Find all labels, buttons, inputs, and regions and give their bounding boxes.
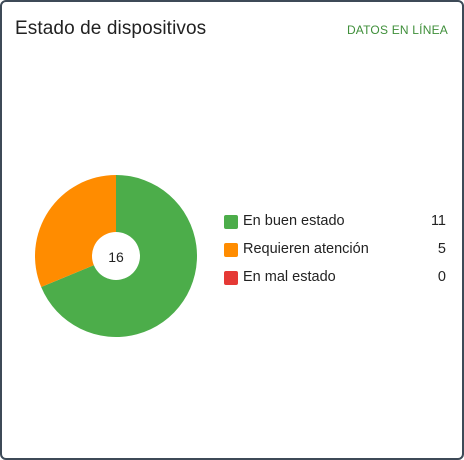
legend-value-good: 11	[430, 213, 446, 229]
legend-swatch-attention	[224, 243, 238, 257]
donut-center-total: 16	[108, 249, 124, 265]
legend-value-attention: 5	[437, 241, 446, 257]
legend-item-attention[interactable]: Requieren atención 5	[224, 241, 446, 269]
donut-hole	[92, 232, 140, 280]
live-data-label: DATOS EN LÍNEA	[346, 23, 448, 37]
legend-label-bad: En mal estado	[243, 269, 336, 285]
legend-swatch-good	[224, 215, 238, 229]
legend-label-attention: Requieren atención	[243, 241, 369, 257]
legend-swatch-bad	[224, 271, 238, 285]
legend-item-good[interactable]: En buen estado 11	[224, 213, 446, 241]
legend-value-bad: 0	[437, 269, 446, 285]
legend-item-bad[interactable]: En mal estado 0	[224, 269, 446, 297]
legend-label-good: En buen estado	[243, 213, 345, 229]
chart-legend: En buen estado 11 Requieren atención 5 E…	[224, 213, 446, 297]
card-title: Estado de dispositivos	[15, 18, 207, 39]
